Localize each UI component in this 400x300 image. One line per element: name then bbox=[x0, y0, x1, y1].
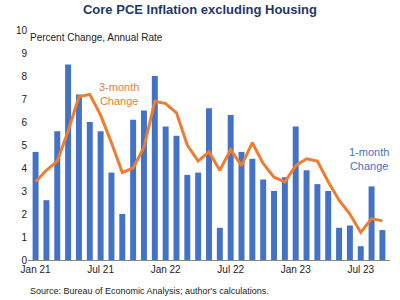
svg-text:1-monthChange: 1-monthChange bbox=[349, 146, 389, 172]
svg-text:Jul 23: Jul 23 bbox=[347, 264, 374, 275]
svg-text:Jul 21: Jul 21 bbox=[87, 264, 114, 275]
svg-text:7: 7 bbox=[21, 94, 27, 105]
svg-text:2: 2 bbox=[21, 209, 27, 220]
svg-text:4: 4 bbox=[21, 163, 27, 174]
svg-text:0: 0 bbox=[21, 255, 27, 266]
svg-text:Core PCE Inflation excluding H: Core PCE Inflation excluding Housing bbox=[83, 2, 317, 17]
svg-text:1: 1 bbox=[21, 232, 27, 243]
svg-text:3: 3 bbox=[21, 186, 27, 197]
svg-text:8: 8 bbox=[21, 71, 27, 82]
svg-text:9: 9 bbox=[21, 48, 27, 59]
svg-text:3-monthChange: 3-monthChange bbox=[99, 81, 139, 107]
svg-text:Jan 22: Jan 22 bbox=[151, 264, 181, 275]
svg-text:10: 10 bbox=[16, 25, 28, 36]
svg-text:Jan 21: Jan 21 bbox=[21, 264, 51, 275]
svg-text:6: 6 bbox=[21, 117, 27, 128]
svg-text:Jan 23: Jan 23 bbox=[281, 264, 311, 275]
svg-text:Source: Bureau of Economic Ana: Source: Bureau of Economic Analysis; aut… bbox=[30, 286, 269, 296]
svg-text:Jul 22: Jul 22 bbox=[217, 264, 244, 275]
svg-text:Percent Change, Annual Rate: Percent Change, Annual Rate bbox=[30, 32, 163, 43]
svg-text:5: 5 bbox=[21, 140, 27, 151]
